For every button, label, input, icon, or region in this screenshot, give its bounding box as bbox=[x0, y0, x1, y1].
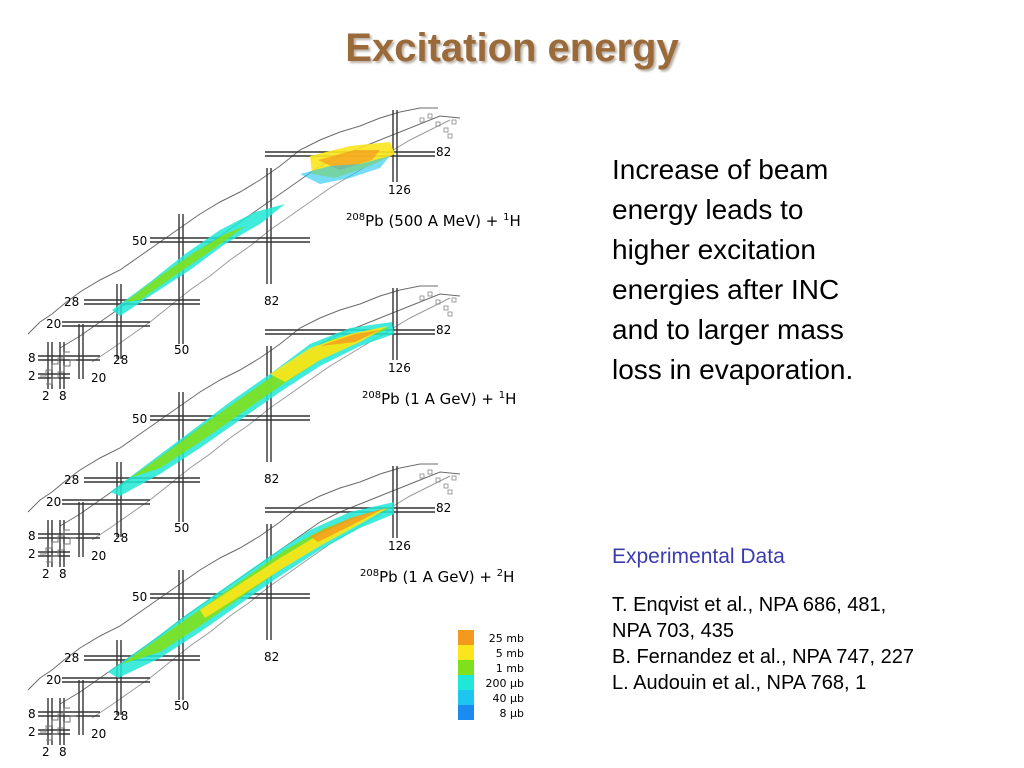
panel-2-cross-section-band bbox=[110, 322, 394, 496]
magic-label-z82: 82 bbox=[436, 145, 451, 159]
magic-label-n28: 28 bbox=[113, 531, 128, 545]
magic-label-n50: 50 bbox=[174, 521, 189, 535]
magic-label-z2: 2 bbox=[28, 547, 36, 561]
magic-label-n8: 8 bbox=[59, 745, 67, 759]
magic-label-z2: 2 bbox=[28, 369, 36, 383]
magic-label-z28: 28 bbox=[64, 651, 79, 665]
magic-label-n50: 50 bbox=[174, 343, 189, 357]
magic-label-n82: 82 bbox=[264, 472, 279, 486]
body-line: higher excitation bbox=[612, 234, 816, 265]
legend-swatch bbox=[458, 675, 474, 690]
magic-label-n28: 28 bbox=[113, 709, 128, 723]
panel-2: 82 126 50 82 28 20 50 28 8 2 20 2 8 208P… bbox=[27, 285, 516, 581]
legend-swatch bbox=[458, 630, 474, 645]
legend-label: 5 mb bbox=[496, 647, 524, 660]
reference-line: NPA 703, 435 bbox=[612, 620, 734, 642]
magic-label-n126: 126 bbox=[388, 183, 411, 197]
legend-swatch bbox=[458, 690, 474, 705]
magic-label-z20: 20 bbox=[46, 495, 61, 509]
magic-label-n2: 2 bbox=[42, 567, 50, 581]
magic-label-n2: 2 bbox=[42, 389, 50, 403]
panel-1: 82 126 50 82 28 20 50 28 8 2 20 2 8 208P… bbox=[27, 107, 521, 403]
magic-label-z50: 50 bbox=[132, 590, 147, 604]
body-line: Increase of beam bbox=[612, 154, 829, 185]
legend-swatch bbox=[458, 645, 474, 660]
reference-line: B. Fernandez et al., NPA 747, 227 bbox=[612, 646, 915, 668]
reaction-label: 208Pb (1 A GeV) + 2H bbox=[360, 568, 514, 586]
cross-section-legend: 25 mb 5 mb 1 mb 200 µb 40 µb 8 µb bbox=[458, 630, 524, 720]
magic-label-z50: 50 bbox=[132, 412, 147, 426]
magic-label-n126: 126 bbox=[388, 539, 411, 553]
experimental-data-heading: Experimental Data bbox=[612, 545, 785, 568]
panel-3: 82 126 50 82 28 20 50 28 8 2 20 2 8 208P… bbox=[27, 463, 514, 759]
reference-line: T. Enqvist et al., NPA 686, 481, bbox=[612, 594, 887, 616]
body-line: energies after INC bbox=[612, 274, 840, 305]
legend-label: 40 µb bbox=[493, 692, 524, 705]
body-line: energy leads to bbox=[612, 194, 804, 225]
nuclide-chart-figure: 82 126 50 82 28 20 50 28 8 2 20 2 8 208P… bbox=[27, 107, 524, 759]
panel-3-cross-section-band bbox=[108, 502, 394, 678]
legend-label: 1 mb bbox=[496, 662, 524, 675]
magic-label-n8: 8 bbox=[59, 389, 67, 403]
slide-title: Excitation energy bbox=[345, 26, 679, 70]
reference-list: T. Enqvist et al., NPA 686, 481, NPA 703… bbox=[612, 592, 1012, 696]
magic-label-z82: 82 bbox=[436, 323, 451, 337]
body-line: and to larger mass bbox=[612, 314, 844, 345]
legend-label: 8 µb bbox=[500, 707, 524, 720]
magic-label-z8: 8 bbox=[28, 351, 36, 365]
magic-label-n82: 82 bbox=[264, 650, 279, 664]
magic-label-n20: 20 bbox=[91, 549, 106, 563]
magic-label-n2: 2 bbox=[42, 745, 50, 759]
legend-swatch bbox=[458, 705, 474, 720]
magic-label-z82: 82 bbox=[436, 501, 451, 515]
body-text: Increase of beam energy leads to higher … bbox=[612, 150, 942, 390]
legend-label: 25 mb bbox=[489, 632, 524, 645]
reference-line: L. Audouin et al., NPA 768, 1 bbox=[612, 672, 867, 694]
reaction-label: 208Pb (1 A GeV) + 1H bbox=[362, 390, 516, 408]
magic-label-n50: 50 bbox=[174, 699, 189, 713]
legend-label: 200 µb bbox=[486, 677, 524, 690]
legend-swatch bbox=[458, 660, 474, 675]
magic-label-z2: 2 bbox=[28, 725, 36, 739]
reaction-label: 208Pb (500 A MeV) + 1H bbox=[346, 212, 521, 230]
magic-label-z8: 8 bbox=[28, 707, 36, 721]
magic-label-z28: 28 bbox=[64, 473, 79, 487]
magic-label-n8: 8 bbox=[59, 567, 67, 581]
magic-label-n126: 126 bbox=[388, 361, 411, 375]
body-line: loss in evaporation. bbox=[612, 354, 854, 385]
magic-label-n28: 28 bbox=[113, 353, 128, 367]
magic-label-z20: 20 bbox=[46, 673, 61, 687]
magic-label-n20: 20 bbox=[91, 727, 106, 741]
panel-1-cross-section-band bbox=[112, 142, 395, 316]
magic-label-z8: 8 bbox=[28, 529, 36, 543]
magic-label-n20: 20 bbox=[91, 371, 106, 385]
magic-label-z28: 28 bbox=[64, 295, 79, 309]
magic-label-n82: 82 bbox=[264, 294, 279, 308]
magic-label-z50: 50 bbox=[132, 234, 147, 248]
magic-label-z20: 20 bbox=[46, 317, 61, 331]
